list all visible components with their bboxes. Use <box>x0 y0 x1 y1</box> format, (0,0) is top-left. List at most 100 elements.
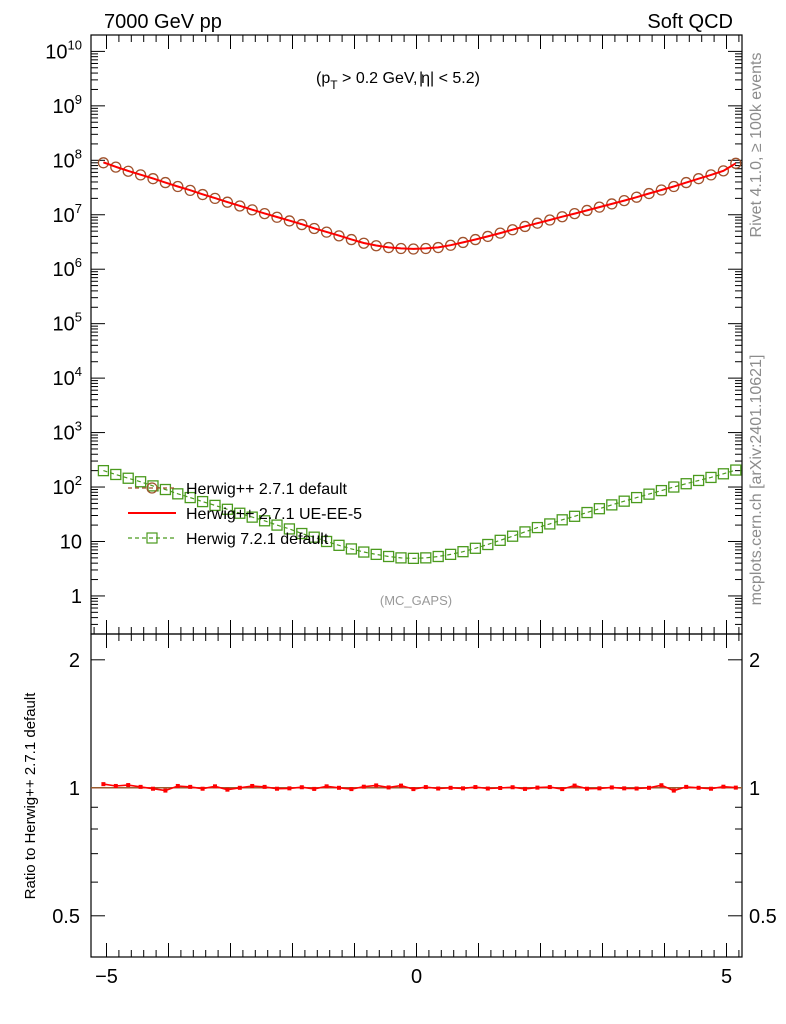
data-point-circle <box>221 196 234 208</box>
data-point-square <box>271 519 283 531</box>
y-tick-base: 10 <box>45 41 67 63</box>
header-right: Soft QCD <box>647 11 733 33</box>
ratio-data-point <box>225 787 230 792</box>
data-point-square <box>531 521 544 534</box>
ratio-data-point <box>324 784 329 789</box>
main-y-tick-label: 108 <box>53 146 82 172</box>
annotation-mid: > 0.2 GeV, <box>338 70 422 87</box>
data-point-circle <box>680 176 692 189</box>
data-point-circle <box>134 169 147 181</box>
y-tick-base: 10 <box>53 150 75 172</box>
data-point-circle <box>606 198 618 210</box>
data-point-square <box>395 552 407 564</box>
main-series-group <box>97 157 742 565</box>
data-point-circle <box>494 227 506 239</box>
main-y-tick-label: 102 <box>53 473 82 499</box>
rivet-version-label: Rivet 4.1.0, ≥ 100k events <box>748 53 765 238</box>
ratio-data-point <box>138 784 143 789</box>
legend-entry-herwigpp-default: Herwig++ 2.7.1 default <box>128 481 348 498</box>
header-left: 7000 GeV pp <box>104 11 222 33</box>
data-point-square <box>196 495 209 508</box>
data-point-square <box>593 503 606 515</box>
ratio-data-point <box>659 783 664 788</box>
main-y-tick-label: 109 <box>53 92 82 118</box>
data-point-circle <box>568 207 581 220</box>
data-point-circle <box>457 236 469 249</box>
ratio-y-tick-label-right: 2 <box>749 650 760 672</box>
ratio-data-point <box>411 787 416 792</box>
ratio-data-point <box>647 785 651 790</box>
ratio-data-point <box>250 783 255 788</box>
data-point-circle <box>556 211 568 223</box>
data-point-circle <box>630 191 643 203</box>
ratio-data-point <box>547 785 552 790</box>
main-y-tick-label: 107 <box>53 201 82 227</box>
data-point-circle <box>234 200 246 212</box>
ratio-data-point <box>436 786 441 791</box>
data-point-circle <box>147 173 159 185</box>
main-y-tick-label: 104 <box>53 364 82 390</box>
y-tick-exponent: 6 <box>75 255 82 270</box>
data-point-square <box>581 506 593 519</box>
y-tick-exponent: 3 <box>75 419 82 434</box>
ratio-axis-ticks <box>91 634 742 958</box>
ratio-data-point <box>101 782 106 787</box>
data-point-square <box>630 491 643 504</box>
data-point-circle <box>593 201 606 213</box>
ratio-data-point <box>188 784 193 789</box>
mcplots-credit-label: mcplots.cern.ch [arXiv:2401.10621] <box>748 355 765 606</box>
ratio-data-point <box>275 786 279 791</box>
data-point-circle <box>469 233 482 246</box>
ratio-y-tick-label-right: 1 <box>749 778 760 800</box>
main-y-tick-label: 10 <box>60 531 82 553</box>
ratio-y-tick-labels: 0.5 0.5 1 1 2 2 <box>52 650 777 928</box>
ratio-data-point <box>597 786 602 791</box>
ratio-data-point <box>299 785 304 790</box>
data-point-circle <box>730 157 742 169</box>
series-line-1 <box>103 161 737 250</box>
data-point-square <box>730 464 742 476</box>
data-point-square <box>606 499 618 511</box>
x-tick-labels: −5 0 5 <box>95 966 732 988</box>
data-point-square <box>506 530 519 542</box>
ratio-data-point <box>560 787 565 792</box>
ratio-data-point <box>374 783 379 788</box>
data-point-circle <box>184 184 196 197</box>
ratio-plot-frame <box>90 633 743 958</box>
ratio-data-point <box>671 788 676 793</box>
data-point-square <box>432 550 444 563</box>
ratio-data-point <box>498 785 503 790</box>
ratio-data-point <box>572 783 577 788</box>
data-point-square <box>692 474 705 487</box>
data-point-circle <box>122 165 134 177</box>
ratio-data-point <box>213 784 217 789</box>
x-tick-label: −5 <box>95 966 118 988</box>
ratio-data-point <box>287 786 292 791</box>
ratio-data-point <box>696 785 701 790</box>
y-tick-base: 10 <box>53 205 75 227</box>
legend-label-herwig7-default: Herwig 7.2.1 default <box>186 531 329 548</box>
data-point-square <box>258 515 271 527</box>
data-point-square <box>494 534 506 546</box>
y-tick-base: 10 <box>53 423 75 445</box>
main-y-tick-label: 106 <box>53 255 82 281</box>
data-point-square <box>469 542 482 554</box>
ratio-data-point <box>473 785 478 790</box>
ratio-y-tick-label-left: 1 <box>69 778 80 800</box>
data-point-square <box>444 548 457 561</box>
y-tick-exponent: 7 <box>75 201 82 216</box>
y-tick-base: 10 <box>53 477 75 499</box>
data-point-square <box>184 491 196 504</box>
data-point-circle <box>209 192 221 205</box>
data-point-circle <box>519 220 531 233</box>
data-point-square <box>296 527 308 540</box>
data-point-circle <box>271 211 283 223</box>
ratio-data-point <box>709 786 713 791</box>
data-point-square <box>668 481 680 493</box>
data-point-circle <box>482 230 494 243</box>
data-point-circle <box>643 187 655 200</box>
data-point-circle <box>196 188 209 201</box>
data-point-circle <box>110 161 122 173</box>
